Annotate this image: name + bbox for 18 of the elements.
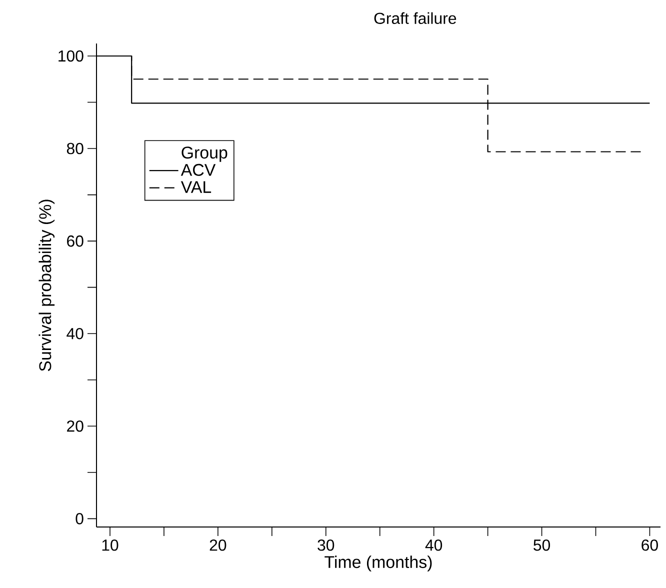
x-tick-label: 30 <box>318 540 334 551</box>
legend-label: VAL <box>180 181 212 193</box>
y-tick-label: 60 <box>67 235 84 247</box>
y-tick-label: 80 <box>66 142 84 154</box>
legend-label: ACV <box>180 164 216 176</box>
x-tick-label: 50 <box>534 540 550 551</box>
y-tick-label: 20 <box>67 420 84 432</box>
y-tick-label: 0 <box>76 513 84 524</box>
x-tick-label: 60 <box>642 540 658 551</box>
y-tick-label: 40 <box>66 328 84 340</box>
legend-title: Group <box>182 146 228 162</box>
y-tick-label: 100 <box>58 50 84 62</box>
x-tick-label: 10 <box>102 540 118 551</box>
chart-title: Graft failure <box>374 12 456 24</box>
x-axis-title: Time (months) <box>324 556 432 572</box>
x-tick-label: 20 <box>210 540 226 551</box>
x-tick-label: 40 <box>425 540 442 551</box>
y-axis-title: Survival probability (%) <box>38 200 55 372</box>
